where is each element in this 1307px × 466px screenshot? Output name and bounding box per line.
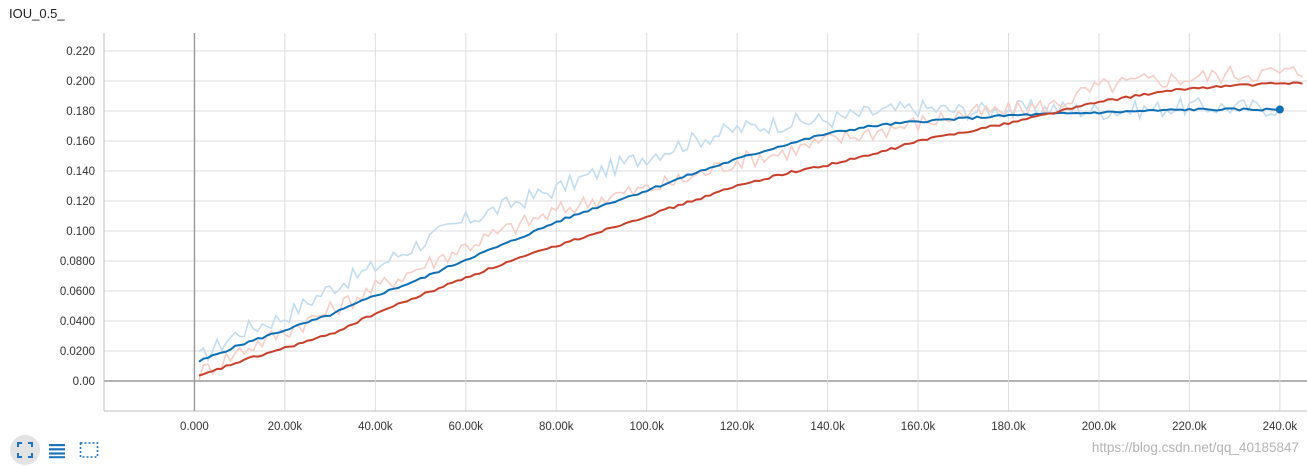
x-tick-label: 60.00k [449, 421, 484, 433]
y-tick-labels: 0.00 0.0200 0.0400 0.0600 0.0800 0.100 0.120 0.… [60, 46, 95, 388]
y-tick-label: 0.100 [66, 226, 95, 238]
x-tick-label: 120.0k [720, 421, 755, 433]
y-tick-label: 0.160 [66, 136, 95, 148]
x-tick-label: 80.00k [539, 421, 574, 433]
toggle-log-scale-icon [49, 444, 65, 459]
axes [103, 33, 1307, 412]
chart-toolbar [10, 435, 106, 465]
last-point-marker[interactable] [1275, 105, 1284, 114]
grid-lines [104, 33, 1307, 411]
x-tick-labels: 0.000 20.00k 40.00k 60.00k 80.00k 100.0k 120.0… [180, 421, 1297, 433]
y-tick-label: 0.00 [73, 376, 95, 388]
x-tick-label: 20.00k [268, 421, 303, 433]
y-tick-label: 0.200 [66, 76, 95, 88]
y-tick-label: 0.140 [66, 166, 95, 178]
red-smoothed-line [198, 81, 1303, 377]
y-tick-label: 0.180 [66, 106, 95, 118]
x-tick-label: 220.0k [1172, 421, 1207, 433]
x-tick-label: 180.0k [991, 421, 1026, 433]
y-tick-label: 0.0600 [60, 286, 95, 298]
toggle-log-scale-button[interactable] [42, 435, 72, 465]
x-tick-label: 240.0k [1263, 421, 1298, 433]
y-tick-label: 0.0200 [60, 346, 95, 358]
y-tick-label: 0.220 [66, 46, 95, 58]
x-tick-label: 40.00k [358, 421, 393, 433]
y-tick-label: 0.0400 [60, 316, 95, 328]
blue-raw-line [198, 95, 1281, 363]
watermark: https://blog.csdn.net/qq_40185847 [1091, 440, 1299, 455]
x-tick-label: 160.0k [901, 421, 936, 433]
x-tick-label: 100.0k [629, 421, 664, 433]
selection-zoom-button[interactable] [74, 435, 104, 465]
x-tick-label: 200.0k [1082, 421, 1117, 433]
blue-smoothed-line [198, 107, 1280, 363]
y-tick-label: 0.0800 [60, 256, 95, 268]
x-tick-label: 140.0k [810, 421, 845, 433]
y-tick-label: 0.120 [66, 196, 95, 208]
x-tick-label: 0.000 [180, 421, 209, 433]
fit-domain-button[interactable] [10, 435, 40, 465]
selection-zoom-icon [79, 442, 99, 458]
series-lines [198, 64, 1303, 381]
chart-title: IOU_0.5_ [9, 6, 65, 21]
red-raw-line [198, 64, 1303, 381]
fit-domain-icon [17, 442, 33, 458]
